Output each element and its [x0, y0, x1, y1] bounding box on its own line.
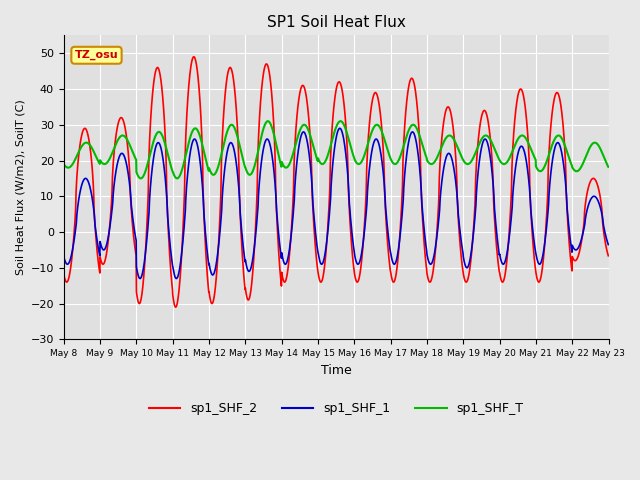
sp1_SHF_T	[572, 168, 580, 174]
sp1_SHF_T	[495, 156, 502, 161]
sp1_SHF_2	[212, 276, 220, 282]
sp1_SHF_T	[137, 176, 145, 181]
sp1_SHF_T	[604, 164, 612, 170]
sp1_SHF_2	[352, 278, 360, 284]
sp1_SHF_1	[352, 258, 360, 264]
X-axis label: Time: Time	[321, 363, 351, 377]
sp1_SHF_1	[60, 254, 68, 260]
sp1_SHF_2	[364, 140, 372, 146]
sp1_SHF_2	[172, 304, 180, 310]
Y-axis label: Soil Heat Flux (W/m2), SoilT (C): Soil Heat Flux (W/m2), SoilT (C)	[15, 99, 25, 275]
sp1_SHF_1	[336, 125, 344, 131]
sp1_SHF_T	[352, 159, 360, 165]
sp1_SHF_1	[604, 242, 612, 248]
Text: TZ_osu: TZ_osu	[75, 50, 118, 60]
sp1_SHF_T	[557, 134, 564, 140]
sp1_SHF_T	[212, 170, 220, 176]
sp1_SHF_T	[364, 141, 372, 147]
Line: sp1_SHF_1: sp1_SHF_1	[64, 128, 608, 278]
Legend: sp1_SHF_2, sp1_SHF_1, sp1_SHF_T: sp1_SHF_2, sp1_SHF_1, sp1_SHF_T	[143, 397, 529, 420]
sp1_SHF_T	[337, 118, 344, 124]
sp1_SHF_1	[572, 247, 580, 253]
sp1_SHF_2	[604, 253, 612, 259]
sp1_SHF_1	[495, 247, 502, 252]
sp1_SHF_T	[60, 161, 68, 167]
Title: SP1 Soil Heat Flux: SP1 Soil Heat Flux	[267, 15, 406, 30]
sp1_SHF_1	[557, 145, 564, 151]
sp1_SHF_2	[572, 258, 580, 264]
sp1_SHF_1	[136, 276, 144, 281]
sp1_SHF_2	[495, 264, 502, 269]
Line: sp1_SHF_T: sp1_SHF_T	[64, 121, 608, 179]
sp1_SHF_1	[364, 181, 372, 187]
sp1_SHF_2	[190, 54, 198, 60]
sp1_SHF_1	[212, 263, 220, 269]
Line: sp1_SHF_2: sp1_SHF_2	[64, 57, 608, 307]
sp1_SHF_2	[557, 101, 564, 107]
sp1_SHF_2	[60, 272, 68, 277]
